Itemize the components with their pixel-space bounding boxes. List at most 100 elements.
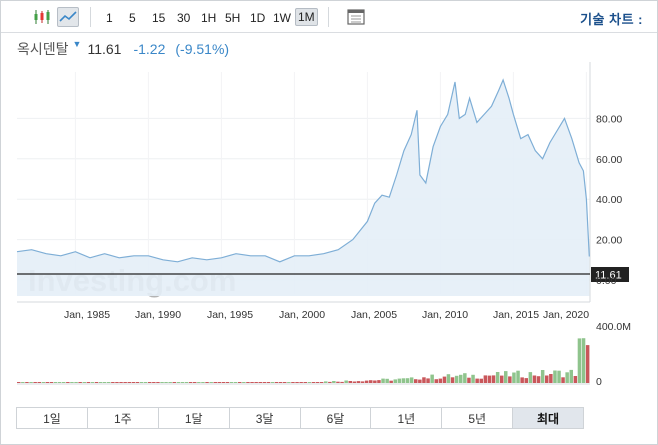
volume-bar (291, 382, 295, 383)
last-price: 11.61 (87, 41, 122, 57)
interval-5[interactable]: 5 (129, 11, 136, 25)
volume-bar (258, 382, 262, 383)
volume-bar (504, 371, 508, 383)
volume-bar (369, 380, 373, 383)
candlestick-icon[interactable] (31, 7, 53, 27)
volume-bar (364, 380, 369, 383)
range-3mo[interactable]: 3달 (229, 408, 301, 428)
interval-1w[interactable]: 1W (273, 11, 291, 25)
volume-bar (278, 382, 283, 383)
volume-bar (328, 381, 332, 383)
technical-chart-link[interactable]: 기술 차트 : (580, 12, 643, 27)
line-chart-icon[interactable] (57, 7, 79, 27)
volume-bar (352, 381, 357, 383)
volume-bar (45, 382, 50, 383)
instrument-name: 옥시덴탈 (17, 41, 69, 57)
volume-bar (389, 380, 393, 383)
interval-1m[interactable]: 1M (295, 8, 318, 26)
volume-bar (450, 377, 455, 383)
volume-bar (561, 377, 565, 383)
volume-bar (434, 379, 438, 383)
volume-tick-label: 400.0M (596, 321, 631, 333)
volume-bar (135, 382, 140, 383)
volume-bar (86, 382, 91, 383)
volume-bar (491, 375, 496, 383)
volume-bar (545, 375, 549, 383)
volume-bar (344, 380, 348, 383)
volume-bar (246, 382, 250, 383)
volume-bar (303, 382, 307, 383)
volume-bar (49, 382, 54, 383)
volume-bar (565, 372, 569, 383)
range-5y[interactable]: 5년 (442, 408, 514, 428)
volume-bar (512, 372, 516, 383)
volume-bar (479, 378, 483, 383)
x-tick-label: Jan, 2010 (422, 309, 468, 321)
volume-bar (454, 375, 459, 383)
volume-bar (340, 381, 344, 383)
volume-bar (172, 382, 176, 383)
volume-bar (29, 382, 33, 383)
interval-30[interactable]: 30 (177, 11, 191, 25)
volume-bar (25, 382, 29, 383)
interval-1h[interactable]: 1H (201, 11, 217, 25)
volume-bar (180, 382, 185, 383)
calendar-icon[interactable] (345, 7, 367, 27)
volume-bar (549, 374, 553, 383)
volume-bar (524, 378, 528, 383)
volume-bar (401, 378, 406, 383)
volume-bar (569, 369, 573, 383)
volume-bar (295, 382, 299, 383)
volume-bar (467, 377, 471, 383)
price-chart[interactable]: Investing.com 11.61 80.0060.0040.0020.00… (0, 62, 658, 392)
volume-bar (315, 382, 320, 383)
volume-bar (238, 382, 242, 383)
volume-bar (540, 370, 545, 383)
volume-bar (426, 378, 430, 383)
volume-bar (500, 375, 504, 383)
volume-bar (553, 370, 557, 383)
volume-bar (209, 382, 213, 383)
volume-bar (201, 382, 205, 383)
range-1d[interactable]: 1일 (17, 408, 88, 428)
volume-bar (422, 377, 426, 383)
range-6mo[interactable]: 6달 (300, 408, 372, 428)
volume-bar (123, 382, 127, 383)
interval-1d[interactable]: 1D (250, 11, 266, 25)
volume-bar (262, 382, 267, 383)
volume-bar (176, 382, 181, 383)
volume-bar (418, 379, 422, 383)
volume-bar (495, 372, 500, 383)
volume-bar (254, 382, 258, 383)
price-area (17, 80, 590, 296)
range-1w[interactable]: 1주 (87, 408, 159, 428)
interval-5h[interactable]: 5H (225, 11, 241, 25)
volume-bar (446, 374, 451, 383)
current-price-tag: 11.61 (591, 267, 629, 282)
quote-header: 옥시덴탈 ▼ 11.61 -1.22 (-9.51%) (17, 39, 229, 58)
volume-bar (115, 382, 119, 383)
volume-bar (266, 382, 271, 383)
volume-bar (57, 382, 62, 383)
volume-bar (283, 382, 287, 383)
volume-bar (360, 381, 365, 383)
volume-bar (581, 338, 586, 383)
volume-bar (111, 382, 115, 383)
volume-bar (319, 382, 324, 383)
volume-bar (250, 382, 254, 383)
volume-bar (17, 382, 21, 383)
range-1mo[interactable]: 1달 (158, 408, 230, 428)
interval-15[interactable]: 15 (152, 11, 166, 25)
volume-bar (516, 370, 520, 383)
volume-bar (205, 382, 209, 383)
volume-bar (536, 376, 541, 383)
volume-bar (98, 382, 103, 383)
interval-1[interactable]: 1 (106, 11, 113, 25)
range-1y[interactable]: 1년 (371, 408, 443, 428)
volume-bar (442, 376, 447, 383)
volume-bar (311, 382, 316, 383)
y-tick-label: 60.00 (596, 154, 622, 166)
x-tick-label: Jan, 2000 (279, 309, 325, 321)
volume-bar (332, 381, 336, 383)
range-max[interactable]: 최대 (513, 408, 583, 428)
